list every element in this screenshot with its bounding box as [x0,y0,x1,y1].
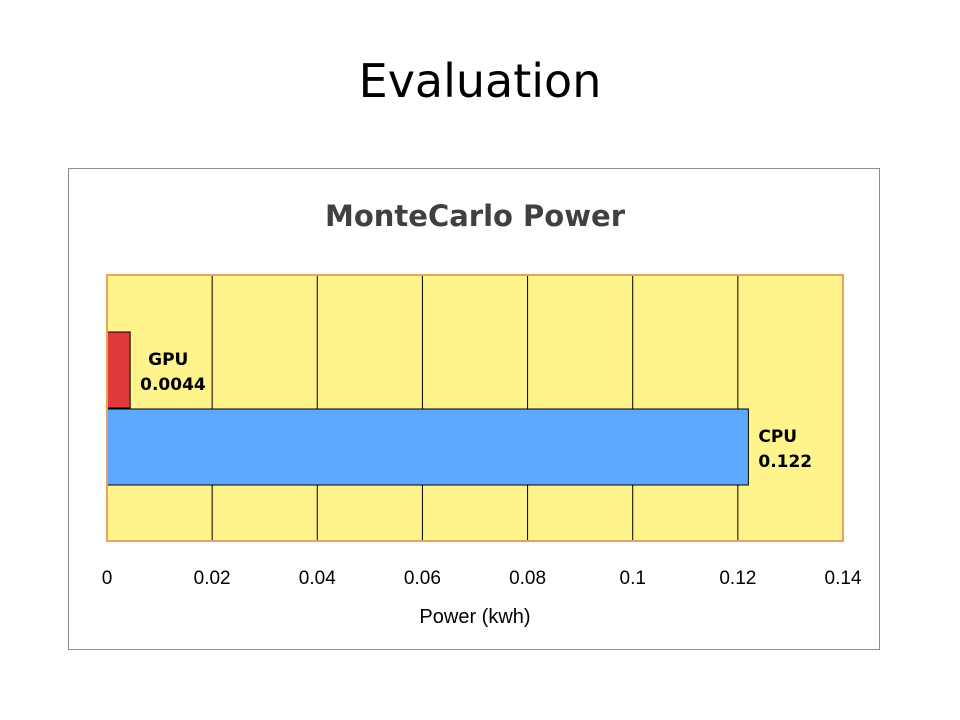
x-tick-label: 0.02 [194,568,231,589]
chart-frame: MonteCarlo Power GPU 0.0044 CPU 0.122 0 0.02… [68,168,880,650]
cpu-name-label: CPU [758,427,797,447]
plot-border [106,274,844,542]
x-tick-labels: 0 0.02 0.04 0.06 0.08 0.1 0.12 0.14 [102,568,862,589]
bar-labels: GPU 0.0044 CPU 0.122 [140,350,812,472]
gpu-bar [106,331,131,409]
x-tick-label: 0.04 [299,568,336,589]
x-tick-label: 0.14 [825,568,862,589]
x-axis-label: Power (kwh) [419,606,530,628]
x-tick-label: 0.1 [620,568,646,589]
chart-title: MonteCarlo Power [325,199,626,233]
x-tick-label: 0.12 [719,568,756,589]
slide-title: Evaluation [358,54,602,108]
plot-area [107,275,843,541]
montecarlo-power-chart: MonteCarlo Power GPU 0.0044 CPU 0.122 0 0.02… [102,199,862,628]
gpu-name-label: GPU [148,350,188,370]
gpu-value-label: 0.0044 [140,375,206,395]
cpu-value-label: 0.122 [758,452,812,472]
x-tick-label: 0.06 [404,568,441,589]
gridlines [211,275,739,541]
bars [106,275,749,541]
x-tick-label: 0 [102,568,113,589]
cpu-bar [106,408,749,486]
x-tick-label: 0.08 [509,568,546,589]
